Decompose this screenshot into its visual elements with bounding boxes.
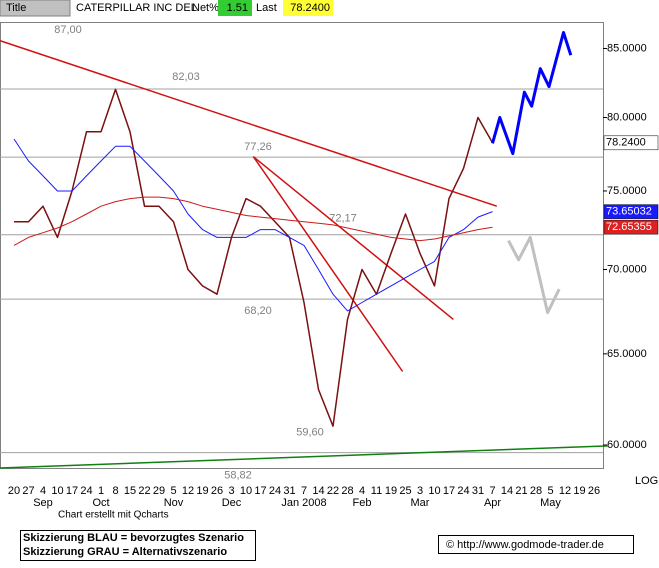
last-value-label: 73.65032 <box>606 206 652 218</box>
x-tick-label: 24 <box>269 485 281 497</box>
x-tick-label: 8 <box>112 485 118 497</box>
net-value: 1.51 <box>227 2 248 14</box>
level-label: 59,60 <box>296 427 324 439</box>
x-tick-label: 24 <box>457 485 469 497</box>
trend-line <box>0 445 609 469</box>
x-tick-label: 15 <box>124 485 136 497</box>
last-value-box <box>603 135 659 151</box>
net-box <box>218 0 252 16</box>
x-tick-label: 21 <box>515 485 527 497</box>
month-label: Jan 2008 <box>281 497 326 509</box>
x-tick-label: 5 <box>170 485 176 497</box>
x-tick-label: 17 <box>254 485 266 497</box>
month-label: Dec <box>222 497 242 509</box>
last-value-box <box>603 204 659 219</box>
x-tick-label: 28 <box>530 485 542 497</box>
y-tick-label: 75.0000 <box>607 185 647 197</box>
y-tick-label: 80.0000 <box>607 111 647 123</box>
moving-average <box>13 196 493 246</box>
x-tick-label: 17 <box>66 485 78 497</box>
x-tick-label: 22 <box>138 485 150 497</box>
legend-gray: Skizzierung GRAU = Alternativszenario <box>23 546 227 558</box>
x-tick-label: 31 <box>472 485 484 497</box>
x-tick-label: 14 <box>312 485 324 497</box>
level-label: 58,82 <box>224 470 252 482</box>
month-label: Mar <box>411 497 430 509</box>
trend-line <box>0 39 498 207</box>
month-label: Sep <box>33 497 53 509</box>
x-tick-label: 3 <box>417 485 423 497</box>
y-tick-label: 65.0000 <box>607 348 647 360</box>
last-value-label: 72.65355 <box>606 221 652 233</box>
x-tick-label: 3 <box>228 485 234 497</box>
trend-line <box>252 156 454 320</box>
level-label: 77,26 <box>244 141 272 153</box>
level-label: 87,00 <box>54 24 82 36</box>
title-label: Title <box>6 2 26 14</box>
x-tick-label: 14 <box>501 485 513 497</box>
trend-line <box>252 156 404 372</box>
level-label: 82,03 <box>172 71 200 83</box>
x-tick-label: 5 <box>547 485 553 497</box>
last-box <box>283 0 333 16</box>
copyright-box <box>438 535 634 554</box>
y-tick-label: 60.0000 <box>607 439 647 451</box>
x-tick-label: 19 <box>385 485 397 497</box>
legend-blue: Skizzierung BLAU = bevorzugtes Szenario <box>23 532 244 544</box>
legend-box <box>20 530 256 561</box>
x-tick-label: 19 <box>196 485 208 497</box>
x-tick-label: 17 <box>443 485 455 497</box>
symbol-name: CATERPILLAR INC DEL <box>76 2 197 14</box>
credit: Chart erstellt mit Qcharts <box>58 510 169 521</box>
x-tick-label: 10 <box>51 485 63 497</box>
x-tick-label: 29 <box>153 485 165 497</box>
last-value: 78.2400 <box>290 2 330 14</box>
x-tick-label: 7 <box>301 485 307 497</box>
x-tick-label: 19 <box>573 485 585 497</box>
month-label: Feb <box>353 497 372 509</box>
x-tick-label: 4 <box>359 485 365 497</box>
last-label: Last <box>256 2 277 14</box>
title-box <box>0 0 71 17</box>
copyright: © http://www.godmode-trader.de <box>446 539 604 551</box>
net-label: Net% <box>192 2 219 14</box>
moving-average <box>13 138 493 312</box>
x-tick-label: 26 <box>588 485 600 497</box>
price-line <box>14 88 494 427</box>
x-tick-label: 11 <box>371 485 382 497</box>
y-tick-label: 85.0000 <box>607 42 647 54</box>
x-tick-label: 1 <box>98 485 104 497</box>
level-label: 72,17 <box>329 213 357 225</box>
scenario-path <box>491 31 573 156</box>
month-label: Oct <box>92 497 109 509</box>
x-tick-label: 4 <box>40 485 46 497</box>
month-label: Nov <box>164 497 184 509</box>
scenario-path <box>507 235 561 315</box>
x-tick-label: 12 <box>559 485 571 497</box>
level-label: 68,20 <box>244 305 272 317</box>
x-tick-label: 20 <box>8 485 20 497</box>
x-tick-label: 10 <box>240 485 252 497</box>
x-tick-label: 12 <box>182 485 194 497</box>
x-tick-label: 28 <box>341 485 353 497</box>
y-tick-label: 70.0000 <box>607 263 647 275</box>
month-label: Apr <box>484 497 501 509</box>
x-tick-label: 31 <box>283 485 295 497</box>
month-label: May <box>540 497 561 509</box>
x-tick-label: 24 <box>80 485 92 497</box>
x-tick-label: 26 <box>211 485 223 497</box>
last-value-box <box>603 219 659 235</box>
x-tick-label: 27 <box>22 485 34 497</box>
scale-label: LOG <box>635 475 658 487</box>
x-tick-label: 10 <box>428 485 440 497</box>
x-tick-label: 25 <box>399 485 411 497</box>
x-tick-label: 22 <box>327 485 339 497</box>
x-tick-label: 7 <box>489 485 495 497</box>
plot-frame <box>0 22 604 469</box>
last-value-label: 78.2400 <box>606 137 646 149</box>
